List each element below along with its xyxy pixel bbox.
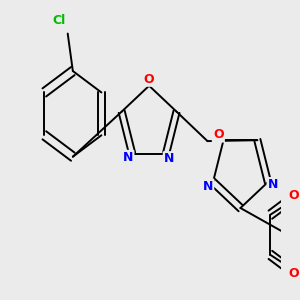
Text: N: N xyxy=(268,178,278,191)
Text: N: N xyxy=(203,180,213,193)
Text: O: O xyxy=(289,267,299,280)
Text: O: O xyxy=(213,128,224,141)
Text: Cl: Cl xyxy=(53,14,66,27)
Text: O: O xyxy=(289,190,299,202)
Text: N: N xyxy=(164,152,174,165)
Text: N: N xyxy=(123,151,133,164)
Text: O: O xyxy=(144,73,154,85)
